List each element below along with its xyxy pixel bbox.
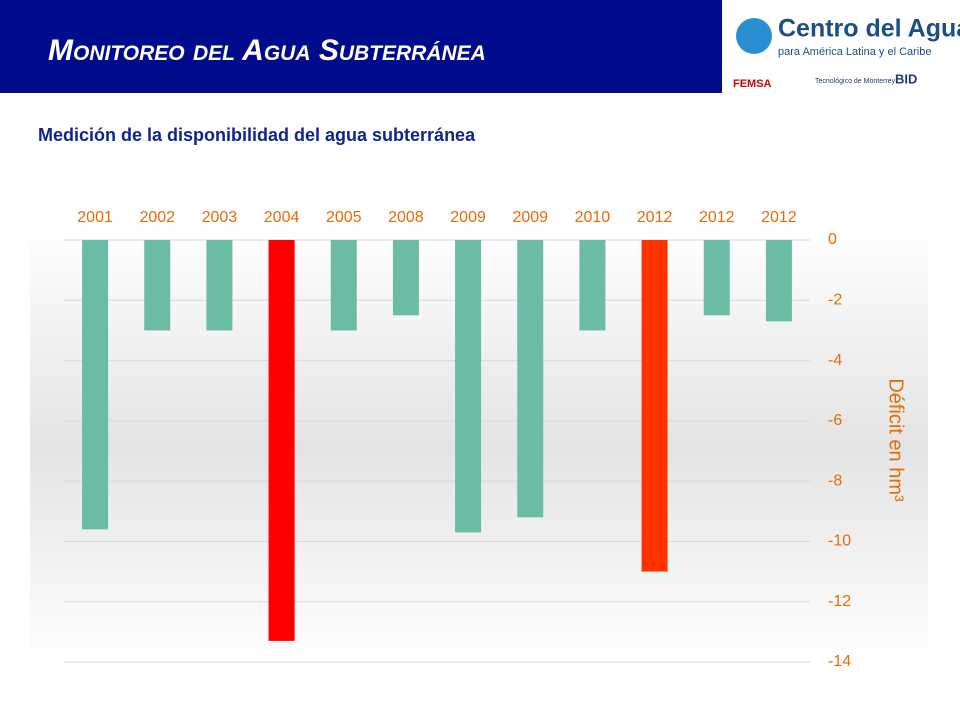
bar <box>268 240 295 641</box>
x-tick-label: 2012 <box>761 209 797 226</box>
y-tick-label: -8 <box>828 472 842 489</box>
x-tick-label: 2012 <box>637 209 673 226</box>
bar <box>330 240 357 331</box>
y-tick-label: -10 <box>828 533 851 550</box>
bar <box>392 240 419 316</box>
chart-title: Medición de la disponibilidad del agua s… <box>38 125 476 145</box>
x-tick-label: 2002 <box>139 209 175 226</box>
header-band <box>0 0 722 93</box>
bar <box>144 240 171 331</box>
x-tick-label: 2005 <box>326 209 362 226</box>
bar <box>641 240 668 572</box>
y-tick-label: 0 <box>828 231 837 248</box>
slide-title: Monitoreo del Agua Subterránea <box>48 34 486 67</box>
partner-logo: FEMSA <box>733 78 772 90</box>
y-tick-label: -4 <box>828 352 842 369</box>
bar <box>206 240 233 331</box>
y-tick-label: -12 <box>828 593 851 610</box>
y-tick-label: -14 <box>828 653 851 670</box>
partner-logo: Tecnológico de Monterrey <box>815 78 896 85</box>
bar <box>517 240 544 518</box>
logo-title: Centro del Agua <box>778 15 960 43</box>
partner-logo: BID <box>895 71 917 86</box>
x-tick-label: 2008 <box>388 209 424 226</box>
y-axis-label: Déficit en hm³ <box>885 378 907 502</box>
bar <box>82 240 109 530</box>
y-tick-label: -2 <box>828 292 842 309</box>
x-tick-label: 2004 <box>264 209 300 226</box>
y-tick-label: -6 <box>828 412 842 429</box>
bar <box>765 240 792 322</box>
bar <box>455 240 482 533</box>
x-tick-label: 2003 <box>202 209 238 226</box>
logo-subtitle: para América Latina y el Caribe <box>778 46 931 58</box>
x-tick-label: 2012 <box>699 209 735 226</box>
logo-globe <box>736 18 772 54</box>
x-tick-label: 2009 <box>450 209 486 226</box>
bar <box>703 240 730 316</box>
x-tick-label: 2001 <box>77 209 113 226</box>
x-tick-label: 2010 <box>575 209 611 226</box>
x-tick-label: 2009 <box>512 209 548 226</box>
bar <box>579 240 606 331</box>
